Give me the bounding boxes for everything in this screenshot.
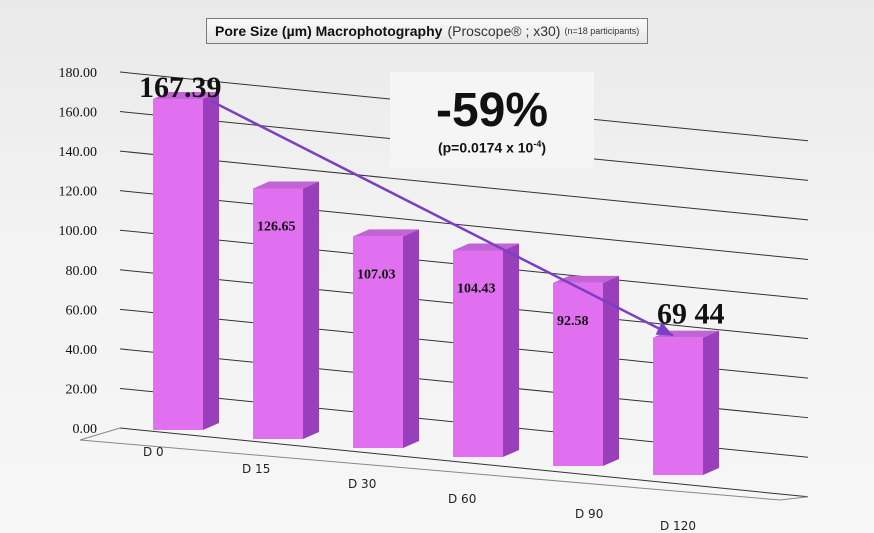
x-tick-label: D 15 bbox=[242, 462, 270, 476]
y-tick-label: 160.00 bbox=[59, 106, 98, 121]
bar-side bbox=[303, 181, 319, 439]
bar-side bbox=[503, 243, 519, 457]
reduction-annotation: -59% (p=0.0174 x 10-4) bbox=[390, 72, 594, 168]
bar bbox=[253, 188, 303, 439]
y-tick-label: 0.00 bbox=[73, 422, 98, 437]
gridline bbox=[119, 190, 809, 260]
chart-title-note: (n=18 participants) bbox=[564, 26, 640, 36]
trend-arrow-head bbox=[655, 322, 673, 336]
data-label: 126.65 bbox=[257, 220, 296, 235]
gridline bbox=[119, 427, 809, 498]
data-label: 92.58 bbox=[557, 314, 589, 329]
bar bbox=[153, 98, 203, 430]
data-label: 167.39 bbox=[139, 71, 222, 104]
bar-side bbox=[203, 91, 219, 430]
y-tick-label: 20.00 bbox=[66, 382, 98, 397]
bar bbox=[553, 282, 603, 466]
x-tick-label: D 120 bbox=[660, 519, 696, 533]
y-tick-label: 40.00 bbox=[66, 343, 98, 358]
y-tick-label: 180.00 bbox=[59, 66, 98, 81]
bar bbox=[353, 236, 403, 448]
bar-side bbox=[403, 229, 419, 448]
bar-side bbox=[703, 330, 719, 475]
bar-side bbox=[603, 275, 619, 466]
p-value-exponent: -4 bbox=[533, 138, 542, 149]
gridline bbox=[119, 150, 809, 221]
p-value-close: ) bbox=[541, 139, 547, 156]
trend-arrow bbox=[210, 99, 674, 337]
y-tick-label: 140.00 bbox=[59, 145, 98, 160]
chart-title: Pore Size (µm) Macrophotography (Proscop… bbox=[206, 18, 649, 44]
chart-title-sub: (Proscope® ; x30) bbox=[447, 23, 561, 39]
x-tick-label: D 0 bbox=[143, 445, 164, 459]
data-label: 107.03 bbox=[357, 267, 396, 282]
reduction-percent: -59% bbox=[435, 83, 549, 137]
data-label: 104.43 bbox=[457, 281, 496, 296]
bar bbox=[653, 337, 703, 475]
bar bbox=[453, 250, 503, 457]
x-tick-label: D 60 bbox=[448, 492, 476, 506]
chart-floor bbox=[79, 427, 809, 501]
bar-top bbox=[553, 275, 619, 283]
y-tick-label: 60.00 bbox=[66, 303, 98, 318]
bar-top bbox=[253, 181, 319, 189]
chart-title-main: Pore Size (µm) Macrophotography bbox=[215, 23, 443, 39]
p-value-text: (p=0.0174 x 10 bbox=[437, 139, 534, 156]
y-tick-label: 120.00 bbox=[59, 185, 98, 200]
p-value: (p=0.0174 x 10-4) bbox=[438, 139, 546, 156]
x-tick-label: D 90 bbox=[575, 507, 603, 521]
y-tick-label: 100.00 bbox=[59, 224, 98, 239]
y-tick-label: 80.00 bbox=[66, 264, 98, 279]
bar-top bbox=[153, 91, 219, 99]
data-label: 69 44 bbox=[657, 298, 725, 331]
x-tick-label: D 30 bbox=[348, 477, 376, 491]
bar-top bbox=[353, 229, 419, 237]
